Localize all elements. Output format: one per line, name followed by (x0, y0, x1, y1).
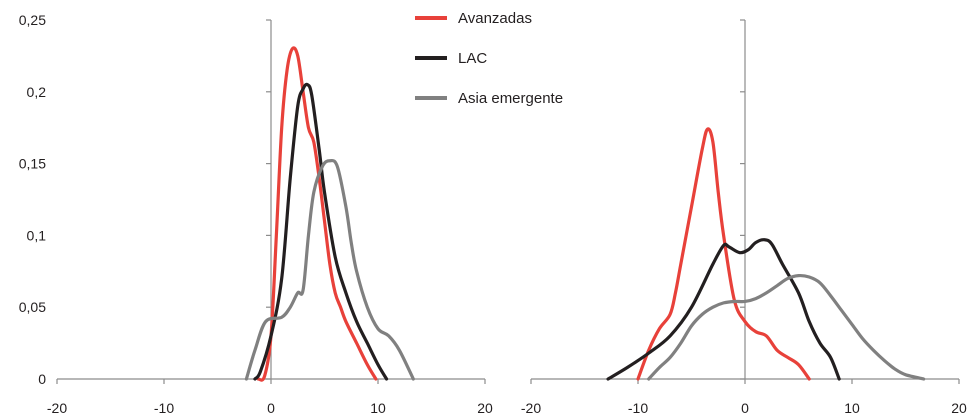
series-line-lac-1 (253, 82, 389, 381)
x-tick-label: 10 (844, 400, 860, 416)
legend-label-lac: LAC (458, 50, 487, 67)
y-tick-label: 0,1 (27, 227, 47, 243)
legend-label-avanzadas: Avanzadas (458, 10, 532, 27)
x-tick-label: -20 (47, 400, 67, 416)
y-tick-label: 0,15 (19, 156, 46, 172)
y-tick-label: 0 (38, 371, 46, 387)
x-tick-label: -10 (154, 400, 174, 416)
y-tick-label: 0,2 (27, 84, 47, 100)
series-line-avanzadas-1 (256, 46, 378, 382)
x-tick-label: 0 (741, 400, 749, 416)
series-line-asia-emergente-2 (647, 273, 926, 381)
legend-label-asia-emergente: Asia emergente (458, 90, 563, 107)
series-line-avanzadas-2 (636, 127, 811, 381)
x-tick-label: -20 (521, 400, 541, 416)
series-line-lac-2 (606, 238, 841, 381)
x-tick-label: 0 (267, 400, 275, 416)
x-tick-label: 20 (951, 400, 967, 416)
x-tick-label: -10 (628, 400, 648, 416)
x-tick-label: 10 (370, 400, 386, 416)
y-tick-label: 0,25 (19, 12, 46, 28)
series-line-asia-emergente-1 (244, 158, 415, 381)
y-tick-label: 0,05 (19, 299, 46, 315)
x-tick-label: 20 (477, 400, 493, 416)
